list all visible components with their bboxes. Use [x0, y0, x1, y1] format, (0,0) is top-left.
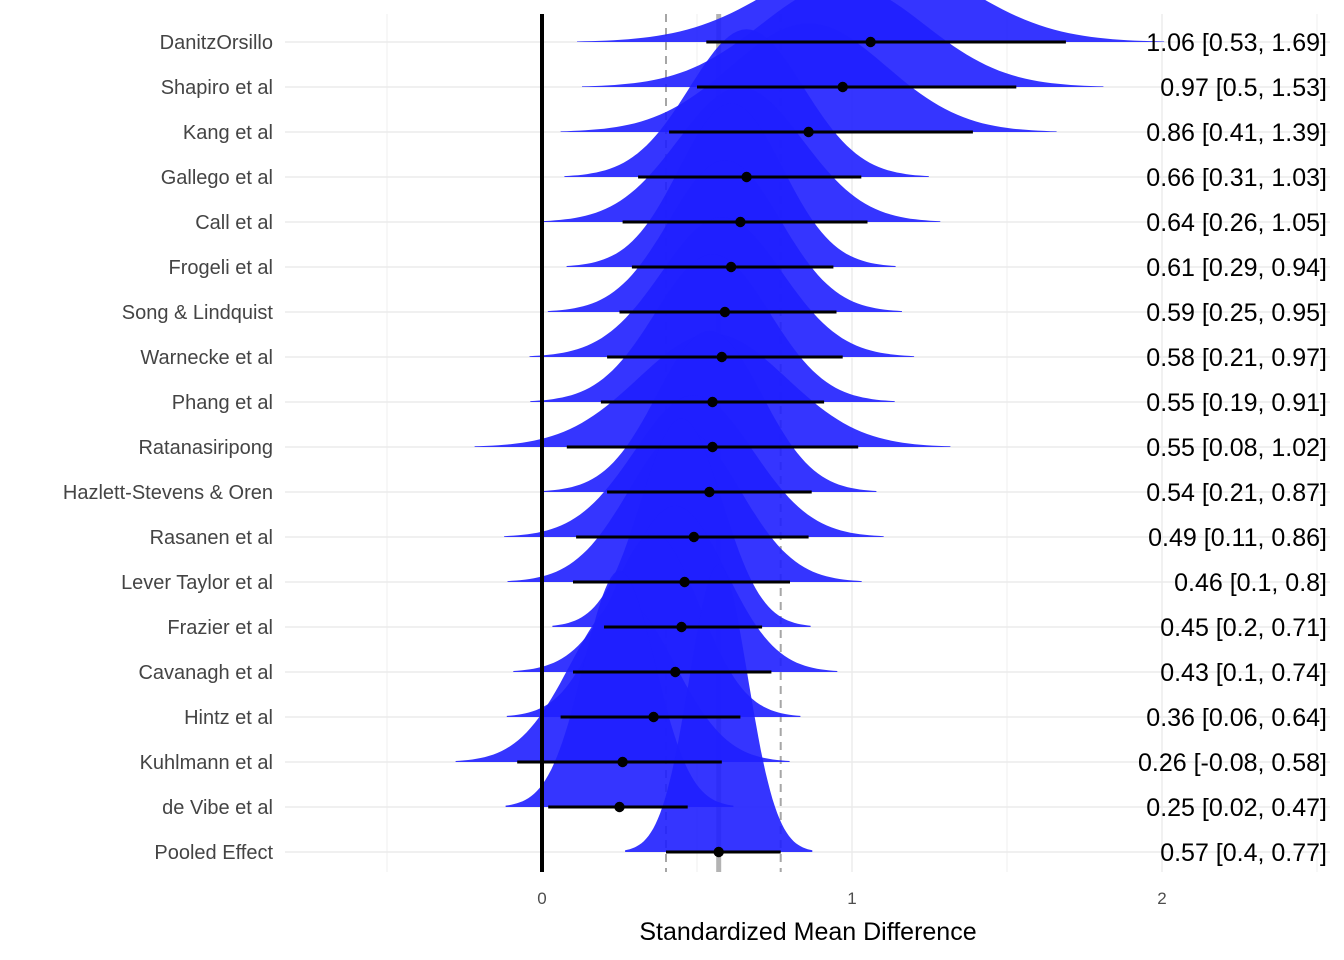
effect-label: 0.26 [-0.08, 0.58] [1138, 749, 1327, 777]
study-label: Song & Lindquist [122, 302, 274, 324]
point-estimate [648, 711, 659, 723]
study-label: Rasanen et al [150, 527, 273, 549]
point-estimate [614, 801, 625, 813]
effect-label: 0.49 [0.11, 0.86] [1148, 524, 1327, 552]
point-estimate [735, 216, 746, 228]
study-densities [455, 0, 1165, 852]
x-tick-label: 0 [537, 889, 546, 908]
point-estimate [865, 36, 876, 48]
effect-label: 0.46 [0.1, 0.8] [1174, 569, 1327, 597]
study-label: Call et al [195, 212, 273, 234]
study-label: Lever Taylor et al [121, 572, 273, 594]
effect-label: 0.43 [0.1, 0.74] [1160, 659, 1327, 687]
effect-label: 0.57 [0.4, 0.77] [1160, 839, 1327, 867]
point-estimate [716, 351, 727, 363]
effect-label: 0.25 [0.02, 0.47] [1146, 794, 1327, 822]
study-labels: DanitzOrsillo Shapiro et al Kang et al Gall… [63, 32, 274, 864]
x-tick-label: 1 [847, 889, 856, 908]
confidence-intervals [517, 36, 1066, 858]
study-label: Gallego et al [161, 167, 273, 189]
point-estimate [670, 666, 681, 678]
effect-label: 0.59 [0.25, 0.95] [1146, 299, 1327, 327]
study-label: DanitzOrsillo [160, 32, 273, 54]
effect-label: 0.66 [0.31, 1.03] [1146, 164, 1327, 192]
effect-label: 0.64 [0.26, 1.05] [1146, 209, 1327, 237]
study-label: Hazlett-Stevens & Oren [63, 482, 273, 504]
study-label: Frogeli et al [169, 257, 274, 279]
effect-label: 0.97 [0.5, 1.53] [1160, 74, 1327, 102]
point-estimate [837, 81, 848, 93]
study-label: Pooled Effect [154, 842, 273, 864]
x-axis: Standardized Mean Difference 0 1 2 [537, 889, 1166, 946]
x-axis-title: Standardized Mean Difference [639, 918, 976, 946]
density-ridge [505, 570, 734, 807]
study-label: Shapiro et al [161, 77, 273, 99]
effect-label: 0.58 [0.21, 0.97] [1146, 344, 1327, 372]
effect-label: 0.86 [0.41, 1.39] [1146, 119, 1327, 147]
x-tick-label: 2 [1157, 889, 1166, 908]
study-label: Cavanagh et al [138, 662, 273, 684]
point-estimate [803, 126, 814, 138]
effect-label: 1.06 [0.53, 1.69] [1146, 29, 1327, 57]
study-label: Ratanasiripong [138, 437, 273, 459]
study-label: Hintz et al [184, 707, 273, 729]
point-estimate [676, 621, 687, 633]
point-estimate [741, 171, 752, 183]
effect-labels: 1.06 [0.53, 1.69] 0.97 [0.5, 1.53] 0.86 [0… [1138, 29, 1327, 867]
point-estimate [707, 441, 718, 453]
point-estimate [707, 396, 718, 408]
point-estimate [679, 576, 690, 588]
density-ridge [625, 564, 813, 852]
study-label: Phang et al [172, 392, 273, 414]
study-label: Kang et al [183, 122, 273, 144]
effect-label: 0.55 [0.19, 0.91] [1146, 389, 1327, 417]
point-estimate [704, 486, 715, 498]
point-estimate [617, 756, 628, 768]
effect-label: 0.54 [0.21, 0.87] [1146, 479, 1327, 507]
point-estimate [713, 846, 724, 858]
study-label: Frazier et al [167, 617, 273, 639]
point-estimate [725, 261, 737, 273]
point-estimate [688, 531, 700, 543]
study-label: Warnecke et al [140, 347, 273, 369]
density-ridge [530, 254, 895, 402]
point-estimate [719, 306, 731, 318]
effect-label: 0.61 [0.29, 0.94] [1146, 254, 1327, 282]
study-label: Kuhlmann et al [140, 752, 273, 774]
effect-label: 0.36 [0.06, 0.64] [1146, 704, 1327, 732]
effect-label: 0.55 [0.08, 1.02] [1146, 434, 1327, 462]
effect-label: 0.45 [0.2, 0.71] [1160, 614, 1327, 642]
study-label: de Vibe et al [162, 797, 273, 819]
